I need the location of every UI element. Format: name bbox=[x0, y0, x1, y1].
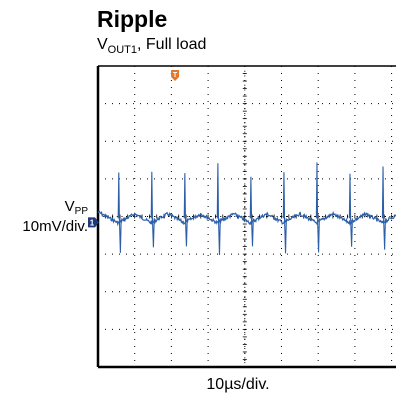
trigger-marker: T bbox=[171, 70, 180, 81]
chart-title: Ripple bbox=[97, 6, 168, 32]
ripple-spike bbox=[282, 172, 287, 254]
ylabel-sub: PP bbox=[74, 206, 88, 217]
ripple-spike bbox=[117, 172, 122, 253]
ripple-spike bbox=[183, 173, 188, 247]
ripple-spike bbox=[348, 173, 353, 247]
ylabel-v: V bbox=[64, 198, 75, 215]
trigger-marker-label: T bbox=[173, 72, 178, 79]
ripple-trace bbox=[97, 210, 396, 227]
ripple-spike bbox=[216, 163, 221, 255]
channel-marker: 1 bbox=[88, 217, 99, 228]
ripple-spike bbox=[249, 176, 254, 247]
ripple-spike bbox=[150, 171, 155, 248]
subtitle-rest: , Full load bbox=[137, 36, 207, 53]
ripple-spike bbox=[381, 166, 386, 250]
chart-subtitle: VOUT1, Full load bbox=[97, 36, 207, 56]
y-axis-label: VPP 10mV/div. bbox=[22, 198, 88, 236]
channel-marker-label: 1 bbox=[90, 218, 95, 227]
subtitle-sub: OUT1 bbox=[107, 44, 138, 56]
subtitle-v: V bbox=[97, 36, 108, 53]
ripple-spike bbox=[315, 162, 320, 253]
trigger-marker-shape bbox=[171, 70, 180, 81]
x-axis-label: 10µs/div. bbox=[206, 376, 270, 393]
ylabel-scale: 10mV/div. bbox=[22, 218, 88, 235]
channel-marker-shape bbox=[88, 217, 99, 228]
